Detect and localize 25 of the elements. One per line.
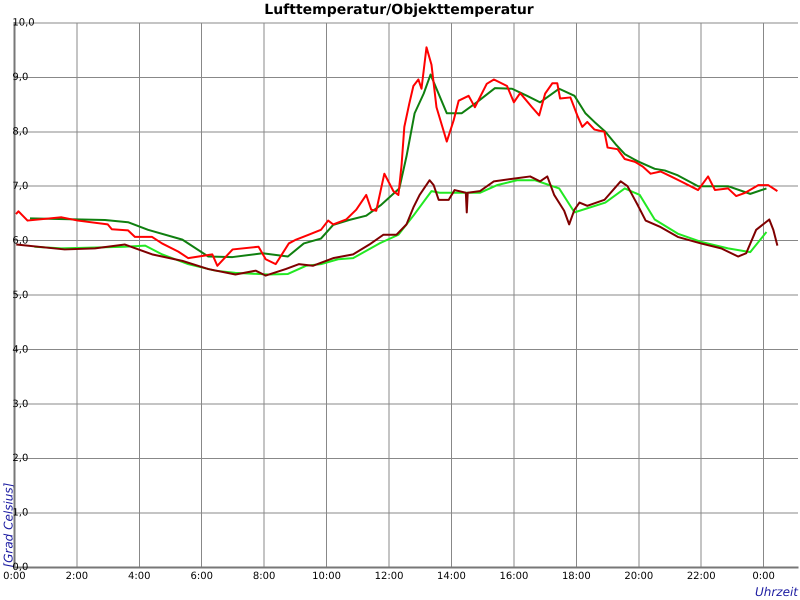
y-tick-label: 8,0 [12,126,28,138]
chart-title: Lufttemperatur/Objekttemperatur [264,2,534,18]
y-tick-label: 4,0 [12,344,28,356]
y-tick-label: 7,0 [12,180,28,192]
x-tick-label: 22:00 [686,571,716,582]
x-tick-label: 0:00 [3,571,26,582]
x-tick-label: 18:00 [562,571,591,582]
x-tick-label: 0:00 [752,571,775,582]
x-tick-label: 14:00 [437,571,466,582]
x-tick-label: 2:00 [66,571,88,582]
x-tick-label: 8:00 [252,571,276,582]
x-axis-title: Uhrzeit [754,584,800,599]
y-tick-label: 5,0 [12,290,28,301]
x-tick-label: 6:00 [190,571,213,582]
x-tick-label: 12:00 [374,571,404,582]
y-tick-label: 9,0 [12,72,28,83]
x-tick-label: 16:00 [499,571,528,582]
x-tick-label: 4:00 [128,571,151,582]
x-tick-label: 20:00 [624,571,654,582]
y-tick-label: 1,0 [12,508,28,519]
y-tick-label: 3,0 [12,398,28,410]
y-tick-label: 2,0 [12,453,28,464]
x-tick-label: 10:00 [312,571,342,582]
y-tick-label: 10,0 [12,17,35,28]
y-tick-label: 6,0 [12,235,28,246]
